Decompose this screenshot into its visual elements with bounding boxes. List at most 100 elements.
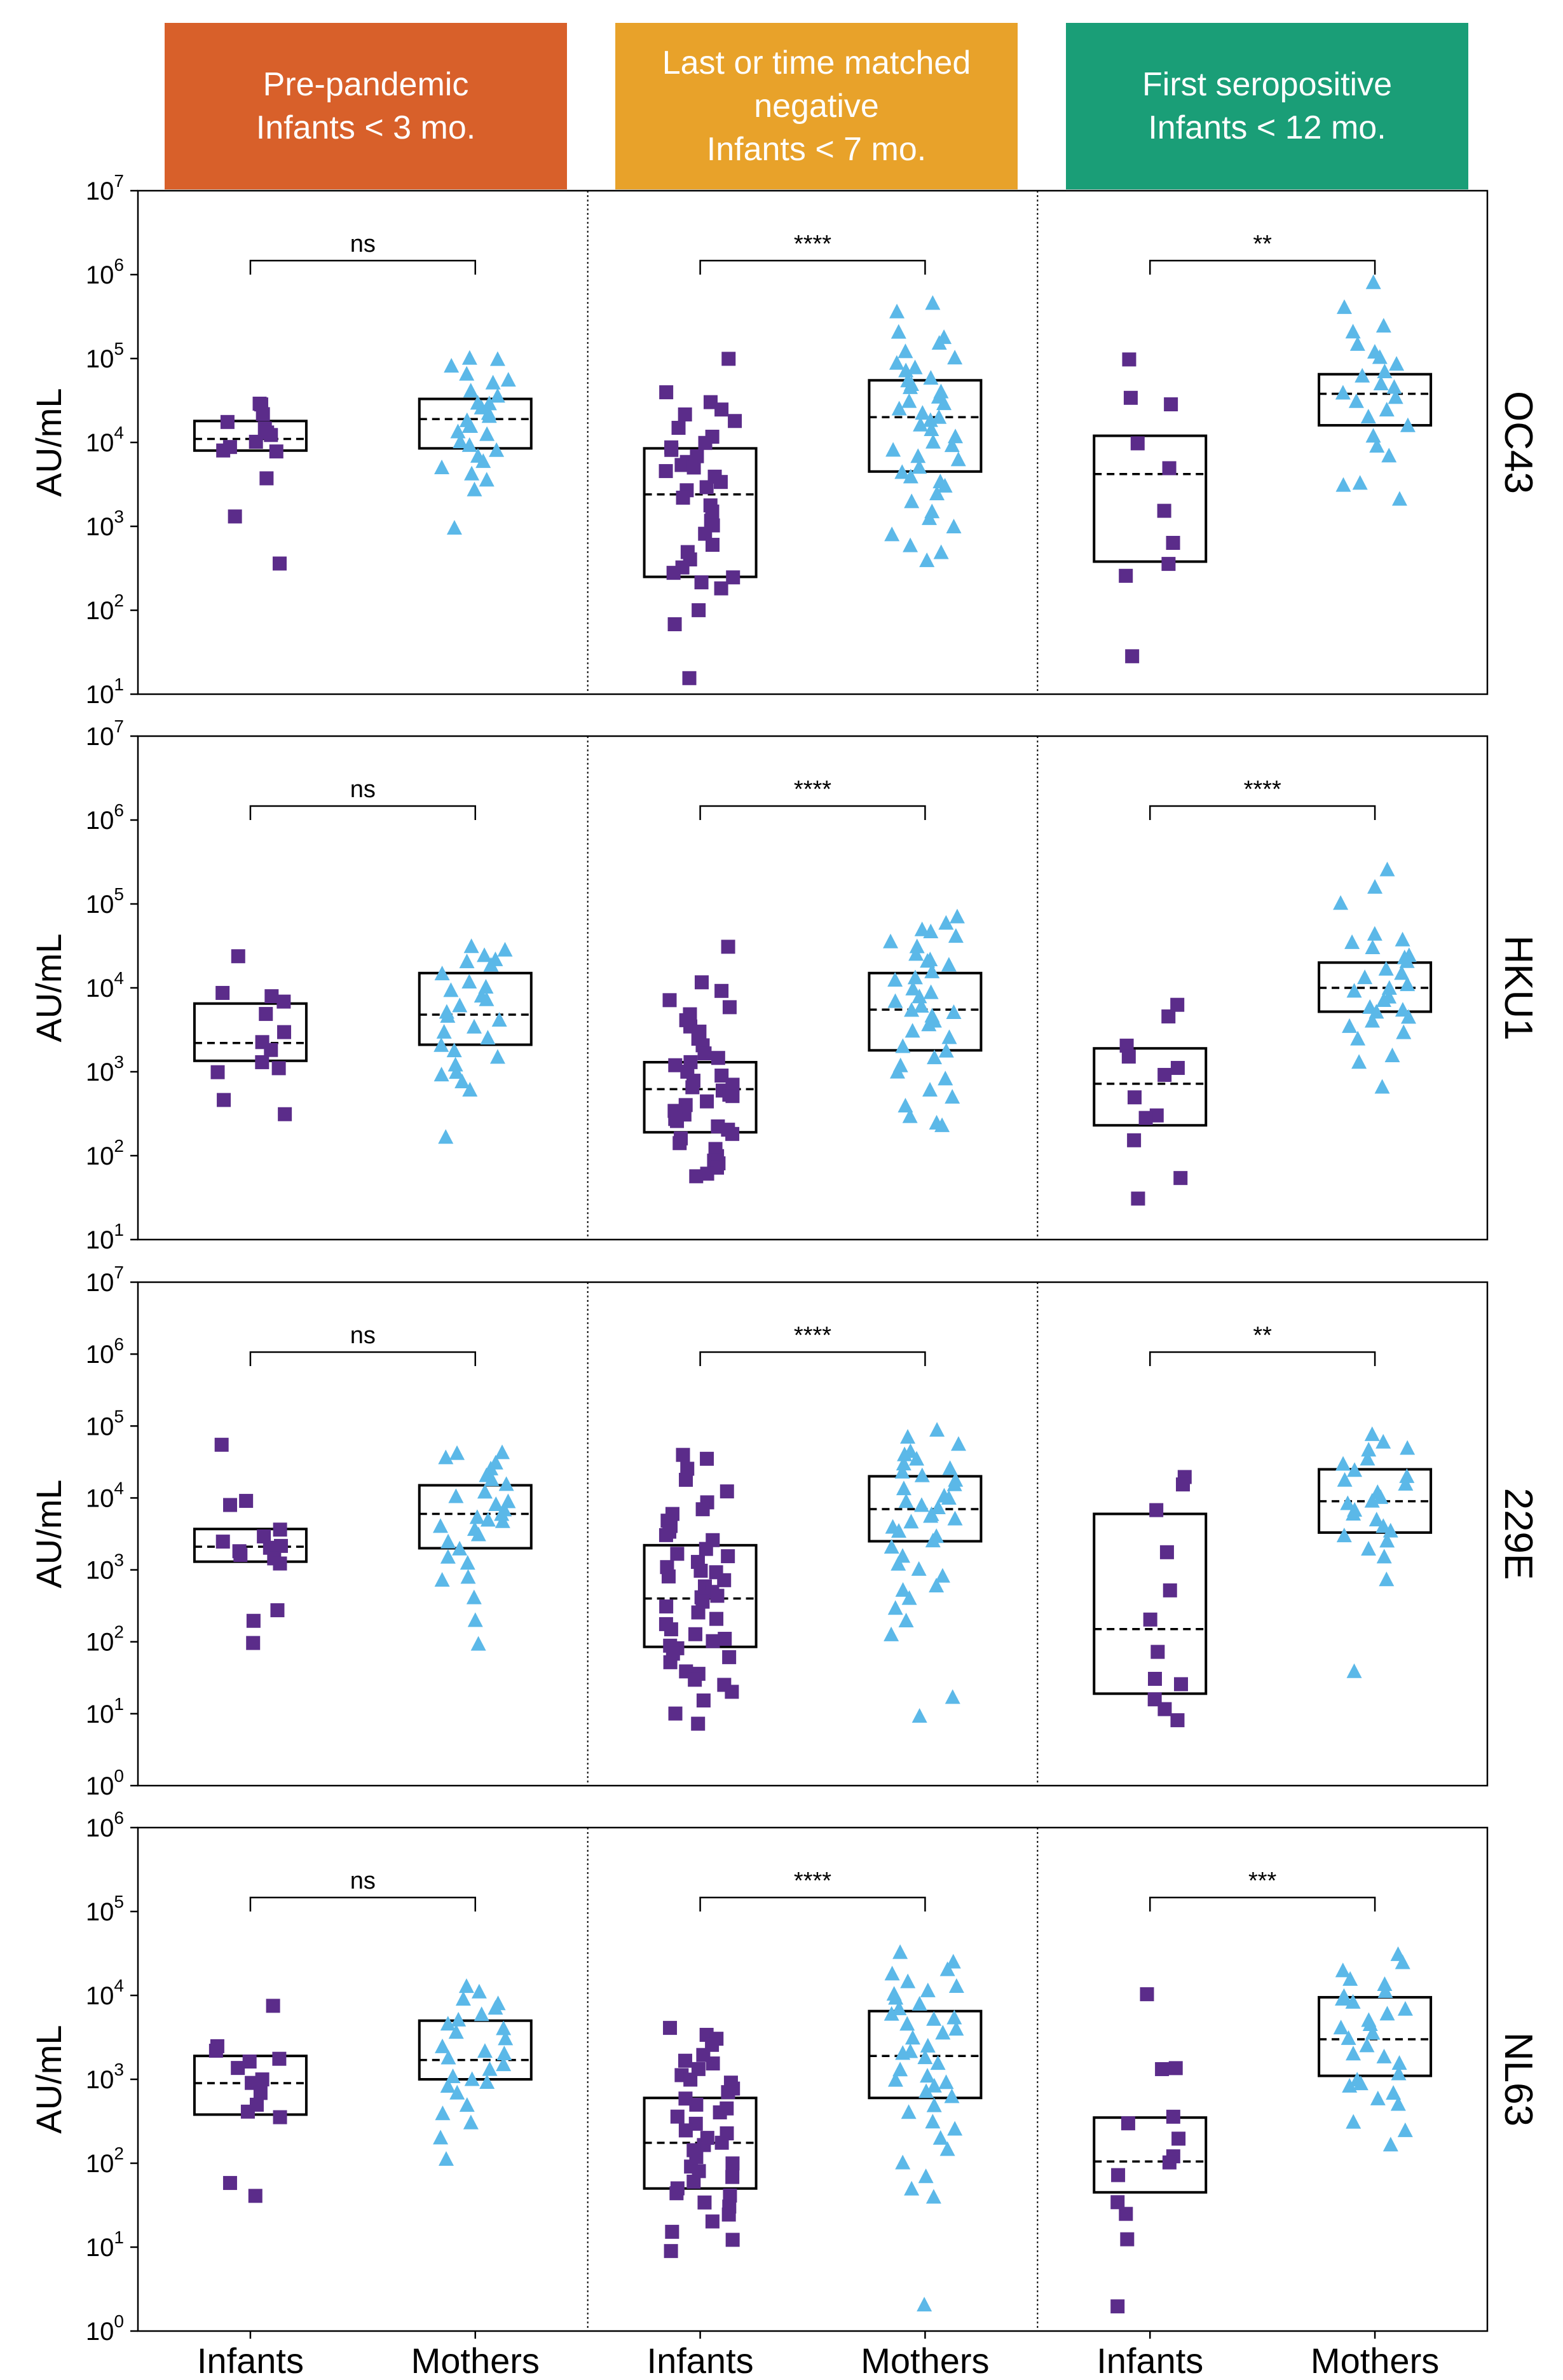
mother-point [933,544,949,559]
infant-point [682,671,697,685]
mother-point [938,1043,954,1058]
mother-point [929,1422,945,1437]
mother-point [938,915,954,930]
mother-point [887,2072,903,2087]
mother-point [920,2068,936,2083]
mother-point [946,2009,962,2025]
mother-point [1335,1962,1351,1978]
mother-point [1333,2020,1349,2035]
group-header-first-seropositive: First seropositive Infants < 12 mo. [1066,23,1468,189]
mother-point [1390,2096,1406,2111]
mother-point [474,399,489,414]
infant-point [700,1094,714,1109]
infant-point [725,1089,740,1104]
mother-point [496,2046,512,2061]
significance-bracket [1149,1351,1376,1366]
infant-point [255,2072,270,2087]
y-tick-label: 105 [86,1892,124,1926]
mother-point [496,2056,512,2072]
infant-point [721,352,736,366]
mother-point [1335,1456,1351,1471]
infant-point [705,2214,720,2229]
significance-bracket [699,1351,926,1366]
infant-point [723,2188,737,2203]
infant-point [722,1000,737,1015]
mother-point [1357,969,1373,985]
mother-point [466,1018,482,1034]
y-tick-label: 103 [86,1052,124,1086]
mother-point [481,408,497,423]
mother-point [497,941,513,957]
mother-point [1378,961,1394,976]
mother-point [1340,1495,1356,1510]
infant-point [695,1594,710,1609]
mother-point [1346,1663,1362,1678]
mother-point [918,2083,934,2098]
infants-box [193,1528,308,1563]
infants-box [1093,1512,1208,1695]
infant-point [278,1107,292,1121]
mother-point [885,442,901,457]
mother-point [1375,1518,1391,1533]
infant-point [1127,1090,1142,1105]
infant-point [725,2170,740,2184]
mother-point [949,908,965,924]
mother-point [1342,2077,1358,2093]
infant-point [1162,461,1177,475]
panel-frame [137,189,1489,695]
group-header-line: First seropositive [1142,66,1392,103]
mother-point [463,938,479,954]
infant-point [1122,352,1136,367]
mother-point [945,1953,961,1969]
infant-point [699,1542,713,1556]
mother-point [467,481,482,496]
infant-point [698,435,713,450]
mother-point [1397,2122,1413,2137]
mother-point [1346,983,1362,998]
mother-point [479,2074,495,2089]
mother-point [1395,1954,1410,1969]
mother-point [894,1463,910,1479]
significance-bracket [249,805,476,820]
mother-point [898,362,914,378]
infant-point [676,490,690,505]
mother-point [1336,1528,1352,1543]
mother-point [923,370,939,385]
mother-point [883,933,899,948]
mother-point [496,2020,512,2035]
significance-label: ns [350,1322,376,1349]
mother-point [1365,1013,1381,1028]
mother-point [1375,1433,1391,1449]
mother-point [1381,448,1397,463]
infant-point [266,1999,280,2013]
mother-point [433,1067,449,1082]
mother-point [500,372,516,387]
mother-point [947,1510,963,1526]
mother-point [889,355,904,370]
mother-point [1386,379,1402,394]
mother-point [891,400,907,416]
infant-point [721,2207,736,2222]
mother-point [923,1508,939,1523]
mother-point [1391,491,1407,506]
mother-point [1400,1440,1416,1455]
mother-point [1341,2030,1356,2045]
mother-point [898,343,913,359]
mother-point [463,2114,479,2130]
mother-point [927,1050,943,1065]
mother-point [925,1533,941,1548]
mother-point [459,954,475,969]
infant-point [217,1093,231,1107]
mother-point [459,366,475,381]
mother-point [930,2055,946,2070]
mother-point [889,303,905,318]
mother-point [888,1990,904,2005]
significance-bracket [699,805,926,820]
mother-point [1377,1976,1393,1992]
mother-point [901,1590,917,1605]
mother-point [1379,861,1395,877]
y-tick-label: 102 [86,591,124,625]
infant-point [255,1055,270,1069]
